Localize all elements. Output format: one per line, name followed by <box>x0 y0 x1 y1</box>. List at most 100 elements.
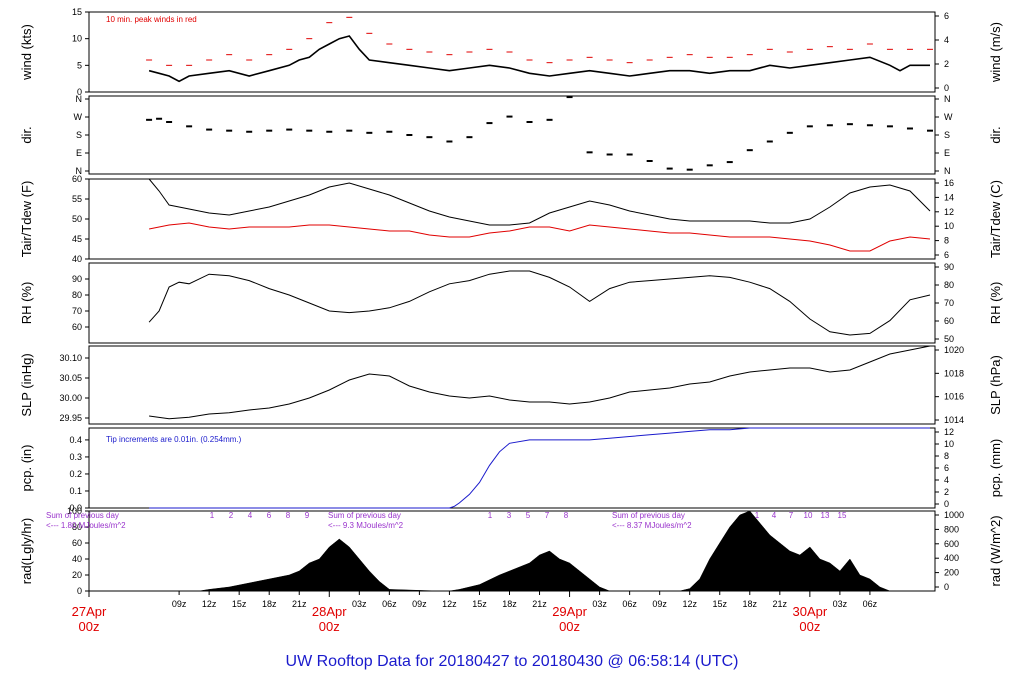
rad-hour-label: 3 <box>507 511 512 520</box>
wind-ytick-label-right: 0 <box>944 83 949 93</box>
rad-hour-label: 13 <box>821 511 830 520</box>
dir-point <box>266 129 273 132</box>
dir-ytick-label-right: E <box>944 148 950 158</box>
slp-ytick-label-left: 29.95 <box>59 413 82 423</box>
pcp-ylabel-right: pcp. (mm) <box>988 439 1003 498</box>
dir-point <box>766 140 773 143</box>
rad-hour-label: 7 <box>545 511 550 520</box>
rh-ytick-label-right: 80 <box>944 280 954 290</box>
rad-sum-value: <--- 1.80 MJoules/m^2 <box>46 521 126 530</box>
day-time-label: 00z <box>799 619 820 634</box>
temp-ytick-label-right: 16 <box>944 178 954 188</box>
dir-ytick-label-left: N <box>76 94 83 104</box>
wind-ytick-label-left: 5 <box>77 60 82 70</box>
dir-point <box>826 124 833 127</box>
x-tick-label: 12z <box>202 599 217 609</box>
panel-slp: 29.95 30.00 30.05 30.10 1014 1016 1018 1020 SLP … <box>19 345 1003 425</box>
x-tick-label: 18z <box>743 599 758 609</box>
temp-line-Tdew <box>149 222 931 252</box>
rad-hour-label: 4 <box>248 511 253 520</box>
dir-point <box>506 115 513 118</box>
rh-ytick-label-right: 70 <box>944 298 954 308</box>
rad-hour-label: 2 <box>229 511 234 520</box>
dir-point <box>566 96 573 99</box>
rad-hour-label: 15 <box>838 511 847 520</box>
dir-ytick-label-left: N <box>76 166 83 176</box>
rad-hour-label: 8 <box>564 511 569 520</box>
dir-ytick-label-right: W <box>944 112 953 122</box>
dir-point <box>866 124 873 127</box>
slp-ytick-label-right: 1014 <box>944 415 964 425</box>
dir-point <box>446 140 453 143</box>
x-tick-label: 03z <box>833 599 848 609</box>
x-tick-label: 12z <box>442 599 457 609</box>
day-date-label: 27Apr <box>72 604 107 619</box>
rad-area <box>149 510 930 592</box>
dir-point <box>586 151 593 154</box>
panel-rh: 60 70 80 90 50 60 70 80 90 RH (%) RH (%) <box>19 262 1003 344</box>
pcp-ytick-label-right: 8 <box>944 451 949 461</box>
dir-point <box>806 125 813 128</box>
pcp-ytick-label-right: 0 <box>944 499 949 509</box>
dir-point <box>206 128 213 131</box>
temp-ylabel-left: Tair/Tdew (F) <box>19 181 34 258</box>
x-tick-label: 15z <box>232 599 247 609</box>
temp-ytick-label-right: 12 <box>944 207 954 217</box>
rad-sum-label: Sum of previous day <box>612 511 685 520</box>
rad-ylabel-right: rad (W/m^2) <box>988 515 1003 586</box>
dir-point <box>226 129 233 132</box>
rad-hour-label: 8 <box>286 511 291 520</box>
pcp-line-precip <box>149 427 930 509</box>
x-tick-label: 09z <box>652 599 667 609</box>
dir-point <box>246 130 253 133</box>
rad-ytick-label-left: 60 <box>72 538 82 548</box>
slp-ylabel-left: SLP (inHg) <box>19 353 34 416</box>
rh-line-RH <box>148 270 931 336</box>
dir-ytick-label-right: N <box>944 94 951 104</box>
temp-ytick-label-right: 14 <box>944 192 954 202</box>
rad-hour-label: 4 <box>772 511 777 520</box>
temp-ytick-label-right: 6 <box>944 250 949 260</box>
x-tick-label: 18z <box>502 599 517 609</box>
rad-hour-label: 10 <box>804 511 813 520</box>
wind-ylabel-left: wind (kts) <box>19 24 34 81</box>
pcp-ytick-label-left: 0.3 <box>69 452 82 462</box>
rh-ylabel-right: RH (%) <box>988 282 1003 325</box>
dir-point <box>666 167 673 170</box>
day-date-label: 30Apr <box>793 604 828 619</box>
dir-ytick-label-right: N <box>944 166 951 176</box>
day-time-label: 00z <box>559 619 580 634</box>
wind-ytick-label-right: 6 <box>944 11 949 21</box>
slp-line-SLP <box>149 345 931 420</box>
rad-sum-label: Sum of previous day <box>328 511 401 520</box>
slp-frame <box>88 345 936 425</box>
pcp-ytick-label-right: 6 <box>944 463 949 473</box>
pcp-annotation: Tip increments are 0.01in. (0.254mm.) <box>106 435 242 444</box>
wind-annotation: 10 min. peak winds in red <box>106 15 197 24</box>
dir-point <box>686 168 693 171</box>
time-axis: 09z 12z 15z 18z 21z 03z 06z 09z 12z 15z 18z 21z 03z 0… <box>72 591 878 634</box>
rh-ylabel-left: RH (%) <box>19 282 34 325</box>
pcp-ytick-label-left: 0.0 <box>69 503 82 513</box>
x-tick-label: 21z <box>292 599 307 609</box>
dir-point <box>346 129 353 132</box>
panel-rad: 02040608010002004006008001000rad(Lgly/hr… <box>19 506 1003 596</box>
panel-pcp: 0.0 0.1 0.2 0.3 0.4 0 2 4 6 8 10 12 pcp. (in) pcp. (m… <box>19 427 1003 513</box>
slp-ytick-label-left: 30.05 <box>59 373 82 383</box>
dir-point <box>926 129 933 132</box>
wind-ytick-label-left: 0 <box>77 87 82 97</box>
dir-ytick-label-left: E <box>76 148 82 158</box>
pcp-ytick-label-right: 4 <box>944 475 949 485</box>
dir-point <box>626 153 633 156</box>
rh-ytick-label-left: 80 <box>72 290 82 300</box>
pcp-ytick-label-right: 10 <box>944 439 954 449</box>
slp-ytick-label-right: 1020 <box>944 345 964 355</box>
dir-point <box>886 125 893 128</box>
pcp-ytick-label-left: 0.2 <box>69 469 82 479</box>
day-date-label: 29Apr <box>552 604 587 619</box>
panel-wind: 0 5 10 15 0 2 4 6 wind (kts) wind (m/s) 10 min. pe… <box>19 7 1003 97</box>
wind-ytick-label-right: 4 <box>944 35 949 45</box>
temp-ytick-label-left: 50 <box>72 214 82 224</box>
dir-point <box>156 117 163 120</box>
